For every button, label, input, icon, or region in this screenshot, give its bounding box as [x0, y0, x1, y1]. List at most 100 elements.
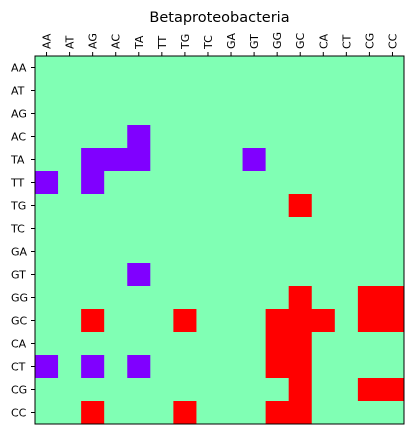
- heatmap-cell-AG-TT: [150, 102, 174, 126]
- heatmap-cell-CC-GT: [242, 401, 267, 425]
- heatmap-cell-CG-CT: [334, 378, 359, 402]
- y-tick-label-GG: GG: [11, 292, 28, 305]
- heatmap-cell-CG-CC: [380, 378, 405, 402]
- heatmap-cell-GC-TC: [196, 309, 220, 333]
- heatmap-cell-CC-TA: [127, 401, 151, 425]
- heatmap-cell-CC-GA: [219, 401, 243, 425]
- heatmap-cell-CG-TT: [150, 378, 174, 402]
- heatmap-cell-GT-AT: [58, 263, 82, 287]
- heatmap-cell-GC-CG: [357, 309, 382, 333]
- heatmap-cell-GC-TT: [150, 309, 174, 333]
- heatmap-cell-GT-TA: [127, 263, 151, 287]
- heatmap-cell-GT-AA: [35, 263, 59, 287]
- heatmap-cell-GA-GG: [265, 240, 290, 264]
- heatmap-cell-AA-TA: [127, 56, 151, 80]
- heatmap-cell-TA-GC: [288, 148, 313, 172]
- y-tick-label-GC: GC: [11, 315, 28, 328]
- heatmap-cell-AT-TC: [196, 79, 220, 103]
- heatmap-cell-CC-CC: [380, 401, 405, 425]
- heatmap-cell-TG-CA: [311, 194, 336, 218]
- heatmap-cell-CA-AT: [58, 332, 82, 356]
- y-tick-label-TC: TC: [10, 223, 25, 236]
- heatmap-cell-AT-AA: [35, 79, 59, 103]
- heatmap-cell-TG-AT: [58, 194, 82, 218]
- heatmap-cell-CC-CA: [311, 401, 336, 425]
- heatmap-cell-AA-CC: [380, 56, 405, 80]
- heatmap-cell-AT-AC: [104, 79, 128, 103]
- heatmap-cell-TG-GC: [288, 194, 313, 218]
- heatmap-cell-TC-TA: [127, 217, 151, 241]
- heatmap-cell-TG-GT: [242, 194, 267, 218]
- heatmap-cell-TA-GT: [242, 148, 267, 172]
- heatmap-cell-TA-GA: [219, 148, 243, 172]
- heatmap-cell-CA-GC: [288, 332, 313, 356]
- heatmap-cell-TC-GC: [288, 217, 313, 241]
- heatmap-cell-TG-TA: [127, 194, 151, 218]
- heatmap-cell-CT-AC: [104, 355, 128, 379]
- heatmap-cell-CT-TT: [150, 355, 174, 379]
- heatmap-cell-CA-TC: [196, 332, 220, 356]
- heatmap-cell-TT-TT: [150, 171, 174, 195]
- heatmap-cell-TA-AA: [35, 148, 59, 172]
- heatmap-cell-GT-AG: [81, 263, 105, 287]
- heatmap-cell-CA-TG: [173, 332, 197, 356]
- heatmap-cell-GT-CT: [334, 263, 359, 287]
- heatmap-cell-AT-TT: [150, 79, 174, 103]
- heatmap-cell-TG-CG: [357, 194, 382, 218]
- heatmap-cells: [35, 56, 405, 425]
- heatmap-cell-GC-AC: [104, 309, 128, 333]
- heatmap-cell-GT-CC: [380, 263, 405, 287]
- heatmap-cell-AC-AA: [35, 125, 59, 149]
- heatmap-cell-TC-TT: [150, 217, 174, 241]
- heatmap-cell-TC-AT: [58, 217, 82, 241]
- heatmap-cell-CG-GC: [288, 378, 313, 402]
- heatmap-cell-TT-AG: [81, 171, 105, 195]
- heatmap-cell-GT-TG: [173, 263, 197, 287]
- heatmap-cell-CC-TG: [173, 401, 197, 425]
- heatmap-cell-TC-GA: [219, 217, 243, 241]
- heatmap-cell-CC-TC: [196, 401, 220, 425]
- heatmap-cell-CA-CG: [357, 332, 382, 356]
- heatmap-cell-TA-AG: [81, 148, 105, 172]
- heatmap-cell-TT-GC: [288, 171, 313, 195]
- heatmap-cell-TT-CC: [380, 171, 405, 195]
- heatmap-cell-GC-GT: [242, 309, 267, 333]
- heatmap-cell-TA-GG: [265, 148, 290, 172]
- heatmap-cell-TT-GA: [219, 171, 243, 195]
- heatmap-cell-AT-TG: [173, 79, 197, 103]
- heatmap-cell-TA-CA: [311, 148, 336, 172]
- heatmap-cell-AG-CA: [311, 102, 336, 126]
- heatmap-cell-GA-CA: [311, 240, 336, 264]
- heatmap-cell-AC-GA: [219, 125, 243, 149]
- heatmap-cell-CC-GG: [265, 401, 290, 425]
- heatmap-cell-TG-CT: [334, 194, 359, 218]
- heatmap-cell-AG-GA: [219, 102, 243, 126]
- heatmap-cell-CG-GT: [242, 378, 267, 402]
- heatmap-cell-CA-CC: [380, 332, 405, 356]
- heatmap-cell-GA-TC: [196, 240, 220, 264]
- heatmap-cell-CT-GA: [219, 355, 243, 379]
- heatmap-cell-AT-GG: [265, 79, 290, 103]
- heatmap-cell-TG-GA: [219, 194, 243, 218]
- heatmap-cell-CG-AA: [35, 378, 59, 402]
- heatmap-cell-AC-CT: [334, 125, 359, 149]
- heatmap-cell-GG-CG: [357, 286, 382, 310]
- heatmap-cell-CT-CA: [311, 355, 336, 379]
- y-tick-label-AC: AC: [11, 131, 26, 144]
- heatmap-cell-GG-CT: [334, 286, 359, 310]
- heatmap-cell-AT-CA: [311, 79, 336, 103]
- heatmap-cell-AC-CA: [311, 125, 336, 149]
- heatmap-cell-GT-GA: [219, 263, 243, 287]
- heatmap-cell-GT-GT: [242, 263, 267, 287]
- heatmap-cell-GC-CA: [311, 309, 336, 333]
- heatmap-cell-TA-TC: [196, 148, 220, 172]
- heatmap-cell-GT-CG: [357, 263, 382, 287]
- heatmap-cell-AT-CG: [357, 79, 382, 103]
- x-tick-label-GA: GA: [225, 32, 238, 49]
- heatmap-cell-GG-AC: [104, 286, 128, 310]
- heatmap-cell-AC-TG: [173, 125, 197, 149]
- heatmap-cell-AC-TT: [150, 125, 174, 149]
- heatmap-cell-CG-CG: [357, 378, 382, 402]
- heatmap-cell-AG-AT: [58, 102, 82, 126]
- heatmap-cell-CC-AA: [35, 401, 59, 425]
